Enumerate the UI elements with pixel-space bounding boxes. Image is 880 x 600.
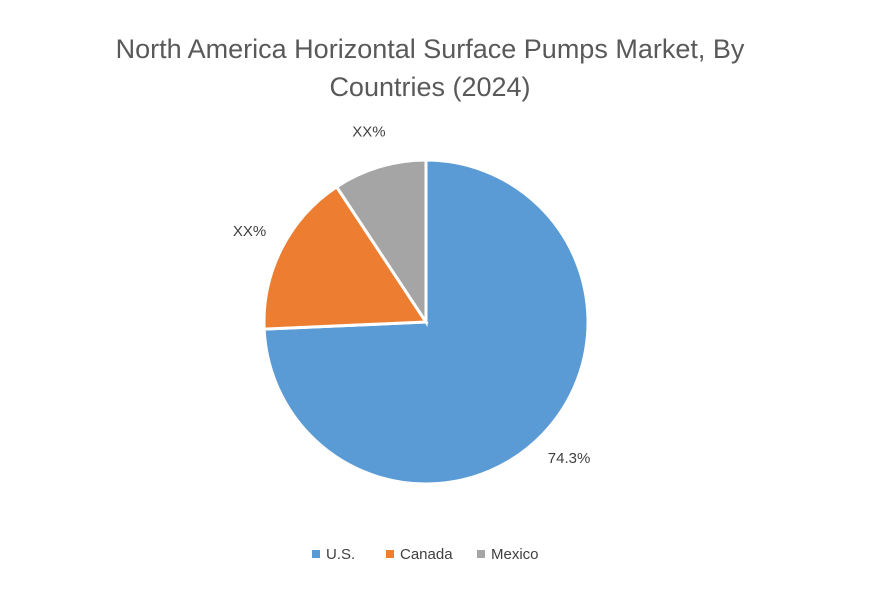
- legend-swatch: [477, 550, 485, 558]
- pie-slice: [262, 184, 429, 331]
- data-label: 74.3%: [548, 450, 591, 467]
- legend-swatch: [312, 550, 320, 558]
- legend-label: Mexico: [491, 546, 539, 563]
- data-label: XX%: [233, 223, 266, 240]
- legend-label: Canada: [400, 546, 453, 563]
- data-label: XX%: [352, 123, 385, 140]
- pie-slice: [334, 158, 428, 327]
- chart-title: North America Horizontal Surface Pumps M…: [115, 34, 745, 102]
- legend-swatch: [386, 550, 394, 558]
- legend-label: U.S.: [326, 546, 355, 563]
